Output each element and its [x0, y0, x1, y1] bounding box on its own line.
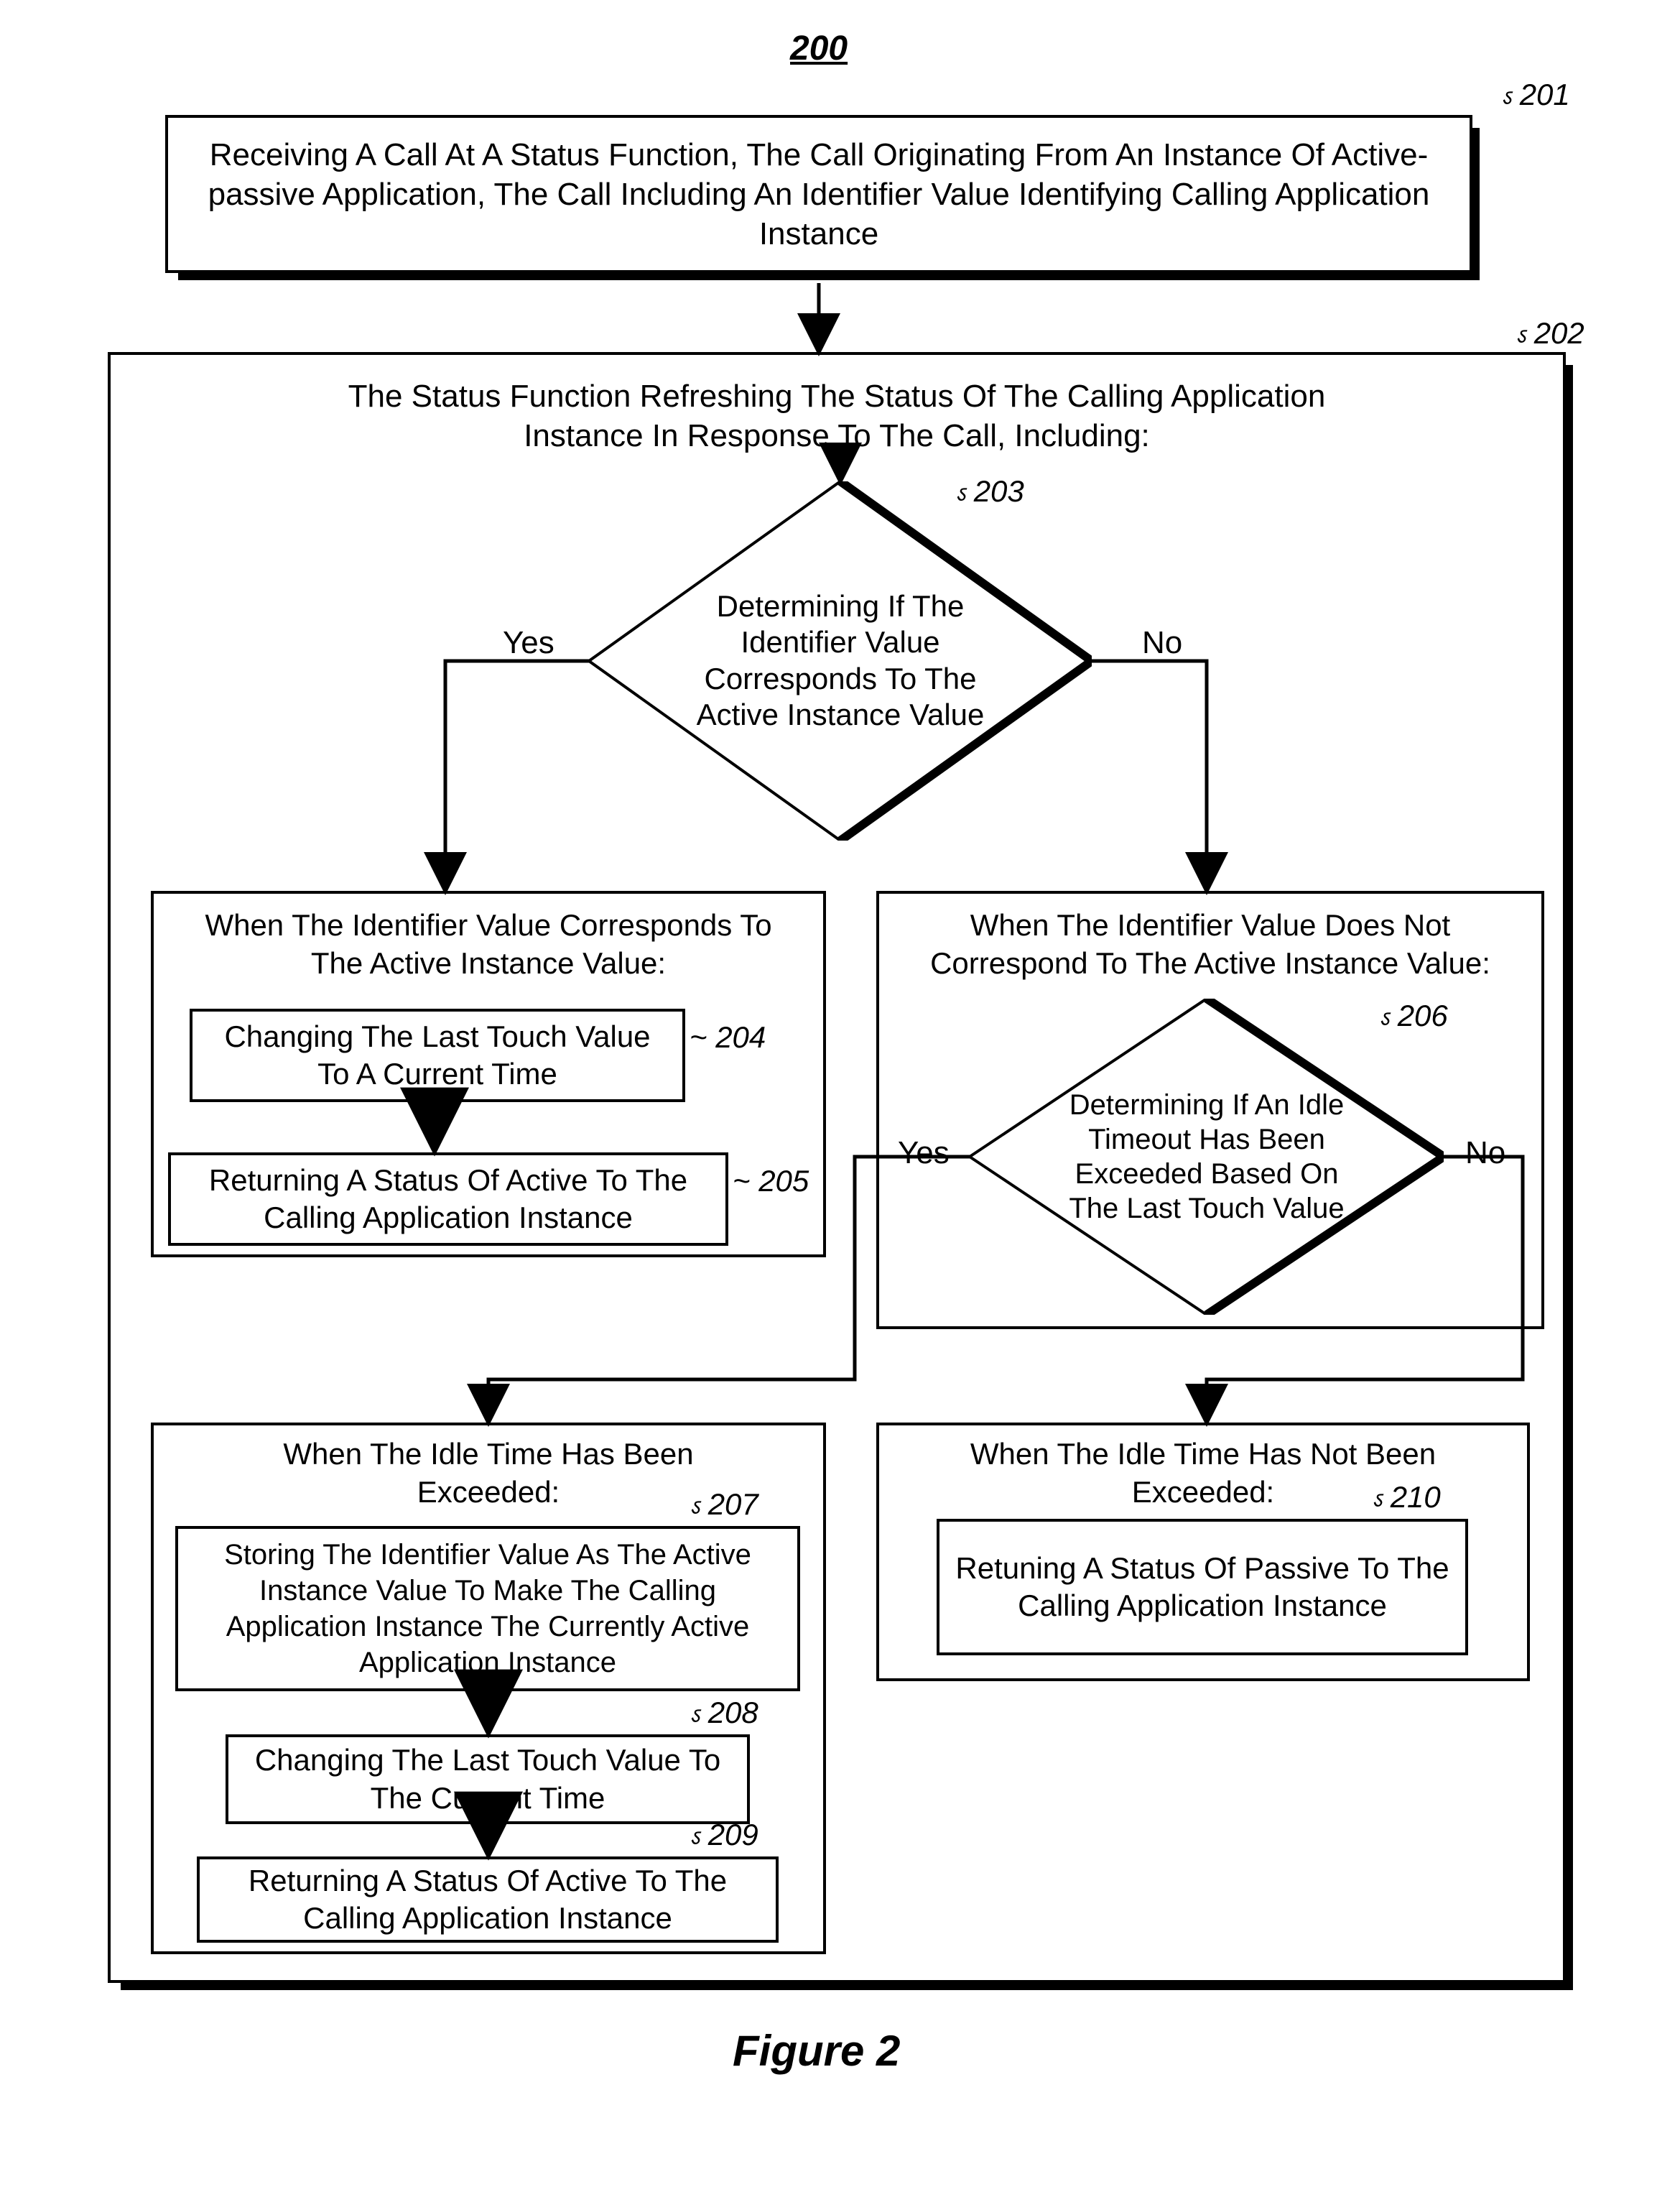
node-210-text: Retuning A Status Of Passive To The Call… [952, 1550, 1452, 1625]
ref-203: ऽ 203 [955, 474, 1024, 509]
decision-203: Determining If The Identifier Value Corr… [589, 481, 1092, 841]
node-205: Returning A Status Of Active To The Call… [168, 1152, 728, 1246]
node-204: Changing The Last Touch Value To A Curre… [190, 1009, 685, 1102]
yes-block: When The Identifier Value Corresponds To… [151, 891, 826, 1257]
decision-206: Determining If An Idle Timeout Has Been … [970, 999, 1444, 1315]
node-210: Retuning A Status Of Passive To The Call… [937, 1519, 1468, 1655]
node-201-text: Receiving A Call At A Status Function, T… [185, 135, 1452, 254]
ref-210: ऽ 210 [1372, 1480, 1441, 1514]
node-207-text: Storing The Identifier Value As The Acti… [191, 1537, 784, 1680]
ref-206: ऽ 206 [1379, 999, 1448, 1033]
node-205-text: Returning A Status Of Active To The Call… [184, 1162, 713, 1237]
no-block-header: When The Identifier Value Does Not Corre… [930, 907, 1490, 982]
node-201: Receiving A Call At A Status Function, T… [165, 115, 1472, 273]
edge-label-yes-206: Yes [898, 1135, 950, 1171]
edge-label-no-203: No [1142, 625, 1182, 661]
ref-204: ~ 204 [690, 1020, 766, 1055]
figure-caption: Figure 2 [733, 2026, 900, 2076]
flowchart-canvas: 200 Receiving A Call At A Status Functio… [29, 29, 1651, 2163]
node-209-text: Returning A Status Of Active To The Call… [213, 1862, 763, 1938]
not-exceeded-block: When The Idle Time Has Not Been Exceeded… [876, 1423, 1530, 1681]
ref-202: ऽ 202 [1516, 316, 1584, 351]
ref-201: ऽ 201 [1501, 78, 1570, 112]
edge-label-yes-203: Yes [503, 625, 554, 661]
node-204-text: Changing The Last Touch Value To A Curre… [205, 1018, 669, 1093]
node-209: Returning A Status Of Active To The Call… [197, 1856, 779, 1943]
decision-203-text: Determining If The Identifier Value Corr… [675, 588, 1006, 734]
figure-number: 200 [790, 29, 848, 68]
decision-206-text: Determining If An Idle Timeout Has Been … [1049, 1088, 1365, 1226]
node-208: Changing The Last Touch Value To The Cur… [226, 1734, 750, 1824]
ref-209: ऽ 209 [690, 1818, 758, 1852]
ref-208: ऽ 208 [690, 1696, 758, 1730]
edge-label-no-206: No [1465, 1135, 1505, 1171]
ref-207: ऽ 207 [690, 1487, 758, 1522]
node-202-header: The Status Function Refreshing The Statu… [298, 376, 1375, 455]
node-208-text: Changing The Last Touch Value To The Cur… [241, 1742, 734, 1817]
exceeded-block-header: When The Idle Time Has Been Exceeded: [215, 1435, 761, 1511]
ref-205: ~ 205 [733, 1164, 809, 1198]
node-207: Storing The Identifier Value As The Acti… [175, 1526, 800, 1691]
yes-block-header: When The Identifier Value Corresponds To… [180, 907, 797, 982]
